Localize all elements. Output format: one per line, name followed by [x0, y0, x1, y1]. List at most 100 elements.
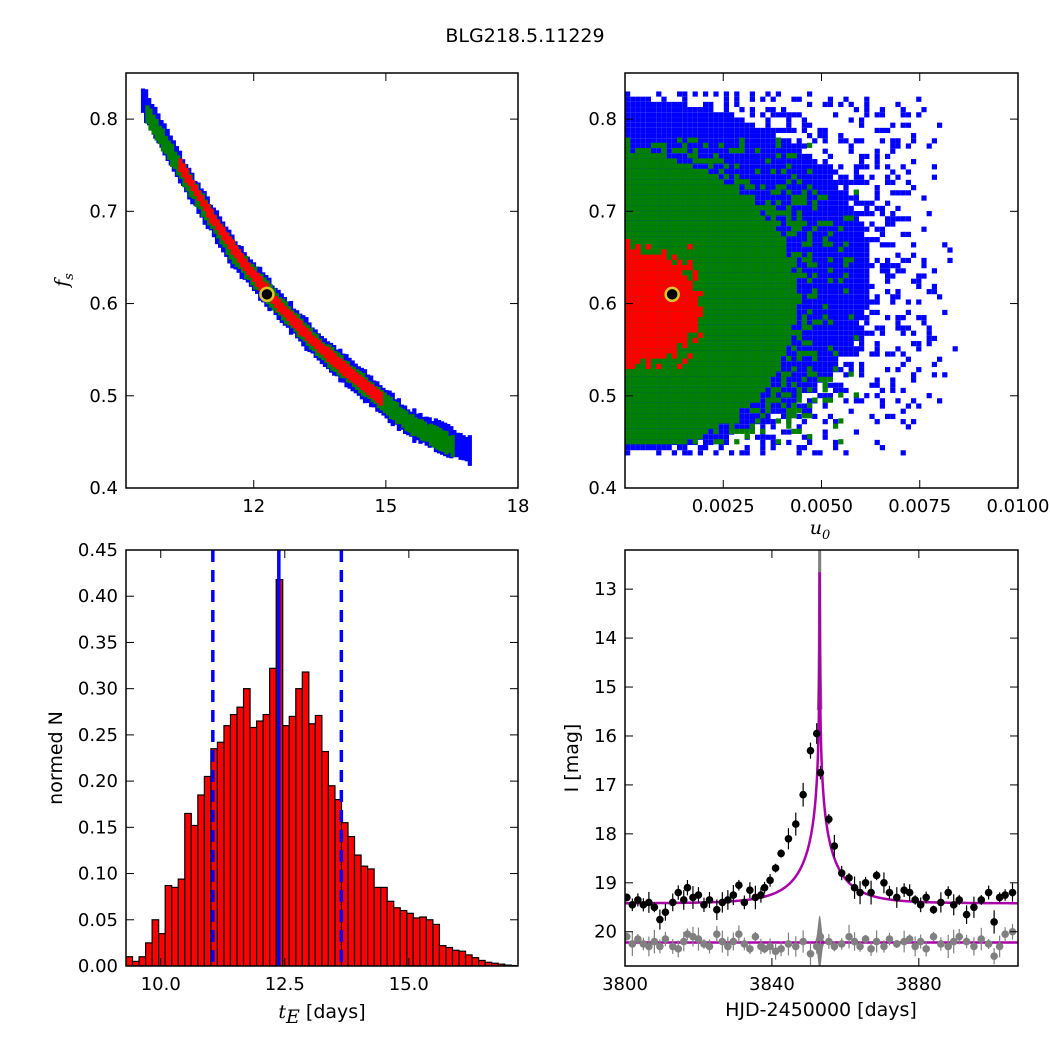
- density-cell-0: [869, 283, 875, 290]
- density-cell-1: [729, 246, 735, 252]
- density-cell-1: [677, 173, 683, 180]
- density-cell-1: [812, 293, 818, 299]
- density-cell-0: [697, 127, 703, 134]
- density-cell-1: [151, 114, 156, 135]
- density-cell-0: [822, 283, 828, 290]
- density-cell-0: [874, 112, 880, 118]
- density-cell-1: [807, 387, 813, 393]
- density-cell-1: [812, 225, 818, 232]
- density-cell-1: [713, 205, 719, 211]
- density-cell-0: [786, 247, 792, 253]
- density-cell-0: [911, 133, 917, 139]
- density-cell-0: [827, 190, 833, 196]
- density-cell-1: [703, 314, 709, 320]
- density-cell-1: [708, 225, 714, 232]
- density-cell-1: [635, 220, 641, 226]
- density-cell-1: [755, 277, 761, 284]
- density-cell-1: [682, 179, 688, 185]
- density-cell-2: [240, 253, 245, 268]
- density-cell-1: [765, 283, 771, 289]
- density-cell-1: [744, 319, 750, 325]
- density-cell-0: [796, 174, 802, 180]
- density-cell-1: [755, 147, 761, 154]
- density-cell-0: [796, 450, 802, 456]
- density-cell-0: [822, 148, 828, 154]
- density-cell-1: [817, 376, 823, 382]
- density-cell-0: [765, 185, 771, 191]
- density-cell-1: [739, 199, 745, 206]
- density-cell-1: [723, 163, 729, 169]
- density-cell-0: [744, 169, 750, 175]
- density-cell-1: [677, 251, 683, 258]
- density-cell-0: [739, 127, 745, 134]
- density-cell-1: [734, 267, 740, 273]
- density-cell-1: [749, 350, 755, 356]
- density-cell-0: [729, 179, 735, 186]
- density-cell-1: [718, 189, 724, 195]
- density-cell-0: [666, 148, 672, 154]
- density-cell-1: [645, 236, 651, 242]
- density-cell-0: [770, 148, 776, 154]
- density-cell-1: [640, 199, 646, 206]
- density-cell-0: [827, 283, 833, 290]
- density-cell-1: [444, 431, 449, 455]
- density-cell-1: [640, 231, 646, 237]
- density-cell-0: [853, 211, 859, 217]
- density-cell-0: [874, 185, 880, 191]
- density-cell-1: [734, 402, 740, 408]
- density-cell-1: [416, 419, 421, 438]
- panel-fs-vs-u0: 0.0025 0.0050 0.0075 0.01000.40.50.60.70.8 …: [588, 72, 1049, 543]
- density-cell-1: [775, 231, 781, 237]
- density-cell-1: [781, 267, 787, 273]
- density-cell-0: [843, 174, 849, 180]
- density-cell-0: [864, 112, 870, 118]
- density-cell-0: [859, 372, 865, 378]
- density-cell-2: [252, 270, 257, 282]
- density-cell-1: [640, 236, 646, 242]
- density-cell-1: [645, 428, 651, 434]
- density-cell-0: [874, 377, 880, 383]
- density-cell-1: [708, 402, 714, 408]
- density-cell-1: [404, 410, 409, 432]
- density-cell-0: [890, 216, 896, 222]
- density-cell-0: [801, 304, 807, 310]
- density-cell-0: [827, 205, 833, 212]
- density-cell-0: [744, 450, 750, 456]
- density-cell-0: [874, 393, 880, 399]
- density-cell-0: [890, 382, 896, 388]
- density-cell-1: [692, 215, 698, 221]
- density-cell-0: [812, 221, 818, 227]
- density-cell-1: [656, 433, 662, 440]
- density-cell-0: [801, 346, 807, 352]
- density-cell-1: [708, 397, 714, 403]
- density-cell-1: [744, 220, 750, 226]
- density-cell-1: [682, 355, 688, 362]
- density-cell-1: [791, 257, 797, 263]
- density-cell-1: [176, 155, 181, 176]
- density-cell-0: [635, 96, 641, 102]
- density-cell-1: [755, 324, 761, 330]
- density-cell-1: [838, 392, 844, 398]
- density-cell-0: [455, 432, 460, 458]
- density-cell-1: [729, 361, 735, 367]
- density-cell-0: [885, 153, 891, 160]
- density-cell-1: [656, 153, 662, 159]
- density-cell-1: [687, 335, 693, 341]
- density-cell-0: [895, 101, 901, 108]
- density-cell-1: [692, 137, 698, 143]
- density-cell-1: [640, 189, 646, 195]
- density-cell-0: [775, 127, 781, 134]
- density-cell-1: [739, 288, 745, 294]
- density-cell-0: [734, 96, 740, 102]
- density-cell-0: [885, 242, 891, 248]
- density-cell-1: [635, 407, 641, 414]
- density-cell-1: [812, 272, 818, 278]
- density-cell-0: [687, 159, 693, 165]
- density-cell-1: [708, 387, 714, 393]
- density-cell-0: [796, 231, 802, 238]
- density-cell-0: [864, 263, 870, 269]
- density-cell-1: [744, 241, 750, 247]
- density-cell-0: [921, 263, 927, 269]
- fs-tE-ytick-label: 0.4: [89, 478, 118, 499]
- density-cell-1: [729, 413, 735, 419]
